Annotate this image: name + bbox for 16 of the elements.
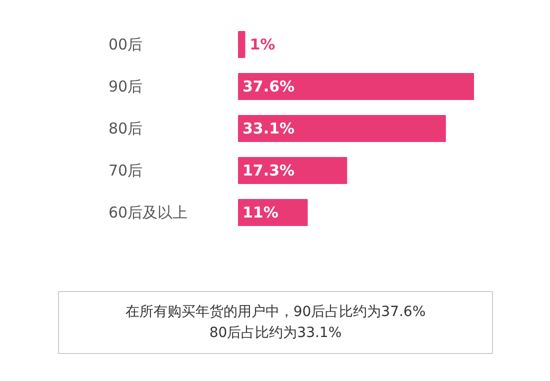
bar [238, 199, 308, 226]
y-tick-label: 70后 [108, 162, 143, 180]
y-tick-label: 80后 [108, 120, 143, 138]
text: 在所有购买年货的用户中，90后占比约为37.6% 80后占比约为33.1% [125, 304, 426, 341]
bar [238, 115, 446, 142]
y-tick-label: 60后及以上 [108, 204, 188, 222]
bar [238, 157, 348, 184]
data-label: 11% [242, 204, 278, 222]
y-tick-label: 00后 [108, 36, 143, 54]
data-label: 37.6% [242, 78, 295, 96]
data-label: 1% [250, 36, 276, 54]
data-label: 17.3% [242, 162, 295, 180]
data-label: 33.1% [242, 120, 295, 138]
bar [238, 73, 474, 100]
y-tick-label: 90后 [108, 78, 143, 96]
bar [238, 31, 246, 58]
